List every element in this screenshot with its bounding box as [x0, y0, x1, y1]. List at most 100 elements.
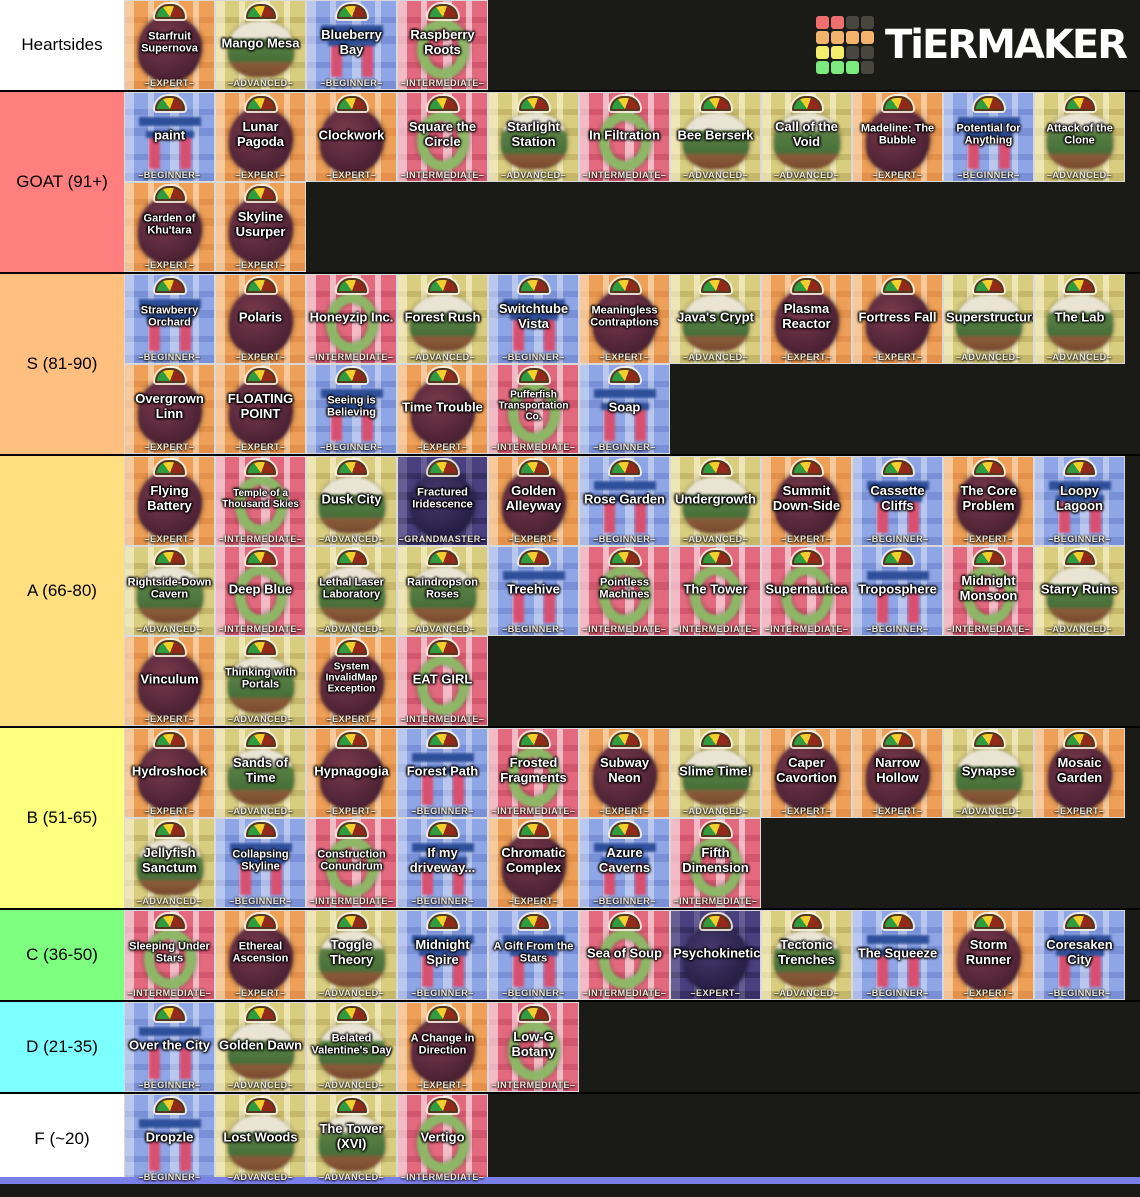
map-tile[interactable]: Vinculum –EXPERT– [124, 636, 215, 726]
map-tile[interactable]: Soap –BEGINNER– [579, 364, 670, 454]
map-tile[interactable]: Overgrown Linn –EXPERT– [124, 364, 215, 454]
map-tile[interactable]: Fortress Fall –EXPERT– [852, 274, 943, 364]
map-tile[interactable]: Golden Dawn –ADVANCED– [215, 1002, 306, 1092]
map-tile[interactable]: Skyline Usurper –EXPERT– [215, 182, 306, 272]
map-tile[interactable]: Midnight Monsoon –INTERMEDIATE– [943, 546, 1034, 636]
map-tile[interactable]: Potential for Anything –BEGINNER– [943, 92, 1034, 182]
map-tile[interactable]: Coresaken City –BEGINNER– [1034, 910, 1125, 1000]
map-tile[interactable]: Hydroshock –EXPERT– [124, 728, 215, 818]
map-tile[interactable]: Sleeping Under Stars –INTERMEDIATE– [124, 910, 215, 1000]
map-tile[interactable]: Meaningless Contraptions –EXPERT– [579, 274, 670, 364]
map-tile[interactable]: Toggle Theory –ADVANCED– [306, 910, 397, 1000]
map-tile[interactable]: Dropzle –BEGINNER– [124, 1094, 215, 1184]
map-name: Midnight Monsoon [959, 573, 1018, 603]
map-tile[interactable]: Ethereal Ascension –EXPERT– [215, 910, 306, 1000]
map-tile[interactable]: Starlight Station –ADVANCED– [488, 92, 579, 182]
map-tile[interactable]: Lethal Laser Laboratory –ADVANCED– [306, 546, 397, 636]
map-tile[interactable]: Tectonic Trenches –ADVANCED– [761, 910, 852, 1000]
map-tile[interactable]: Mango Mesa –ADVANCED– [215, 0, 306, 90]
map-tile[interactable]: Dusk City –ADVANCED– [306, 456, 397, 546]
map-tile[interactable]: Madeline: The Bubble –EXPERT– [852, 92, 943, 182]
map-tile[interactable]: Slime Time! –ADVANCED– [670, 728, 761, 818]
map-tile[interactable]: The Squeeze –BEGINNER– [852, 910, 943, 1000]
map-tile[interactable]: Troposphere –BEGINNER– [852, 546, 943, 636]
map-tile[interactable]: Strawberry Orchard –BEGINNER– [124, 274, 215, 364]
map-tile[interactable]: Temple of a Thousand Skies –INTERMEDIATE… [215, 456, 306, 546]
map-tile[interactable]: In Filtration –INTERMEDIATE– [579, 92, 670, 182]
map-tile[interactable]: Clockwork –EXPERT– [306, 92, 397, 182]
map-tile[interactable]: Collapsing Skyline –BEGINNER– [215, 818, 306, 908]
map-tile[interactable]: Superstructure –ADVANCED– [943, 274, 1034, 364]
map-tile[interactable]: Honeyzip Inc. –INTERMEDIATE– [306, 274, 397, 364]
map-tile[interactable]: Hypnagogia –EXPERT– [306, 728, 397, 818]
map-tile[interactable]: Raindrops on Roses –ADVANCED– [397, 546, 488, 636]
map-tile[interactable]: Rose Garden –BEGINNER– [579, 456, 670, 546]
map-tile[interactable]: FLOATING POINT –EXPERT– [215, 364, 306, 454]
map-tile[interactable]: Belated Valentine's Day –ADVANCED– [306, 1002, 397, 1092]
map-tile[interactable]: If my driveway... –BEGINNER– [397, 818, 488, 908]
map-tile[interactable]: Attack of the Clone –ADVANCED– [1034, 92, 1125, 182]
map-tile[interactable]: Fifth Dimension –INTERMEDIATE– [670, 818, 761, 908]
map-tile[interactable]: Jellyfish Sanctum –ADVANCED– [124, 818, 215, 908]
map-tile[interactable]: Java's Crypt –ADVANCED– [670, 274, 761, 364]
map-tile[interactable]: Cassette Cliffs –BEGINNER– [852, 456, 943, 546]
map-tile[interactable]: Synapse –ADVANCED– [943, 728, 1034, 818]
map-tile[interactable]: Supernautica –INTERMEDIATE– [761, 546, 852, 636]
map-tile[interactable]: Pufferfish Transportation Co. –INTERMEDI… [488, 364, 579, 454]
map-tile[interactable]: Starry Ruins –ADVANCED– [1034, 546, 1125, 636]
map-tile[interactable]: Construction Conundrum –INTERMEDIATE– [306, 818, 397, 908]
map-tile[interactable]: Lost Woods –ADVANCED– [215, 1094, 306, 1184]
map-tile[interactable]: Sands of Time –ADVANCED– [215, 728, 306, 818]
map-tile[interactable]: Bee Berserk –ADVANCED– [670, 92, 761, 182]
map-tile[interactable]: Mosaic Garden –EXPERT– [1034, 728, 1125, 818]
map-tile[interactable]: Narrow Hollow –EXPERT– [852, 728, 943, 818]
map-tile[interactable]: Frosted Fragments –INTERMEDIATE– [488, 728, 579, 818]
map-tile[interactable]: Square the Circle –INTERMEDIATE– [397, 92, 488, 182]
map-tile[interactable]: Blueberry Bay –BEGINNER– [306, 0, 397, 90]
map-tile[interactable]: EAT GIRL –INTERMEDIATE– [397, 636, 488, 726]
map-tile[interactable]: Over the City –BEGINNER– [124, 1002, 215, 1092]
map-tile[interactable]: Summit Down-Side –EXPERT– [761, 456, 852, 546]
map-tile[interactable]: Lunar Pagoda –EXPERT– [215, 92, 306, 182]
map-tile[interactable]: Seeing is Believing –BEGINNER– [306, 364, 397, 454]
difficulty-label: –BEGINNER– [593, 534, 656, 544]
map-tile[interactable]: Rightside-Down Cavern –ADVANCED– [124, 546, 215, 636]
map-tile[interactable]: Golden Alleyway –EXPERT– [488, 456, 579, 546]
map-tile[interactable]: Loopy Lagoon –BEGINNER– [1034, 456, 1125, 546]
map-tile[interactable]: Psychokinetic –EXPERT– [670, 910, 761, 1000]
map-tile[interactable]: Low-G Botany –INTERMEDIATE– [488, 1002, 579, 1092]
map-tile[interactable]: Call of the Void –ADVANCED– [761, 92, 852, 182]
map-tile[interactable]: Treehive –BEGINNER– [488, 546, 579, 636]
map-tile[interactable]: Flying Battery –EXPERT– [124, 456, 215, 546]
map-tile[interactable]: A Gift From the Stars –BEGINNER– [488, 910, 579, 1000]
map-tile[interactable]: Switchtube Vista –BEGINNER– [488, 274, 579, 364]
map-tile[interactable]: System InvalidMap Exception –EXPERT– [306, 636, 397, 726]
map-tile[interactable]: Polaris –EXPERT– [215, 274, 306, 364]
map-tile[interactable]: Raspberry Roots –INTERMEDIATE– [397, 0, 488, 90]
map-tile[interactable]: Thinking with Portals –ADVANCED– [215, 636, 306, 726]
map-tile[interactable]: Garden of Khu'tara –EXPERT– [124, 182, 215, 272]
map-tile[interactable]: Vertigo –INTERMEDIATE– [397, 1094, 488, 1184]
map-tile[interactable]: Midnight Spire –BEGINNER– [397, 910, 488, 1000]
map-tile[interactable]: Storm Runner –EXPERT– [943, 910, 1034, 1000]
map-tile[interactable]: Forest Rush –ADVANCED– [397, 274, 488, 364]
map-tile[interactable]: Forest Path –BEGINNER– [397, 728, 488, 818]
map-tile[interactable]: The Tower (XVI) –ADVANCED– [306, 1094, 397, 1184]
map-tile[interactable]: paint –BEGINNER– [124, 92, 215, 182]
map-tile[interactable]: Time Trouble –EXPERT– [397, 364, 488, 454]
map-tile[interactable]: The Tower –INTERMEDIATE– [670, 546, 761, 636]
map-tile[interactable]: Caper Cavortion –EXPERT– [761, 728, 852, 818]
map-tile[interactable]: Fractured Iridescence –GRANDMASTER– [397, 456, 488, 546]
map-tile[interactable]: Plasma Reactor –EXPERT– [761, 274, 852, 364]
map-tile[interactable]: Chromatic Complex –EXPERT– [488, 818, 579, 908]
map-tile[interactable]: Azure Caverns –BEGINNER– [579, 818, 670, 908]
map-tile[interactable]: Sea of Soup –INTERMEDIATE– [579, 910, 670, 1000]
map-tile[interactable]: Deep Blue –INTERMEDIATE– [215, 546, 306, 636]
map-tile[interactable]: Pointless Machines –INTERMEDIATE– [579, 546, 670, 636]
map-tile[interactable]: The Lab –ADVANCED– [1034, 274, 1125, 364]
map-tile[interactable]: Undergrowth –ADVANCED– [670, 456, 761, 546]
map-tile[interactable]: Subway Neon –EXPERT– [579, 728, 670, 818]
map-tile[interactable]: The Core Problem –EXPERT– [943, 456, 1034, 546]
map-tile[interactable]: Starfruit Supernova –EXPERT– [124, 0, 215, 90]
map-tile[interactable]: A Change in Direction –EXPERT– [397, 1002, 488, 1092]
